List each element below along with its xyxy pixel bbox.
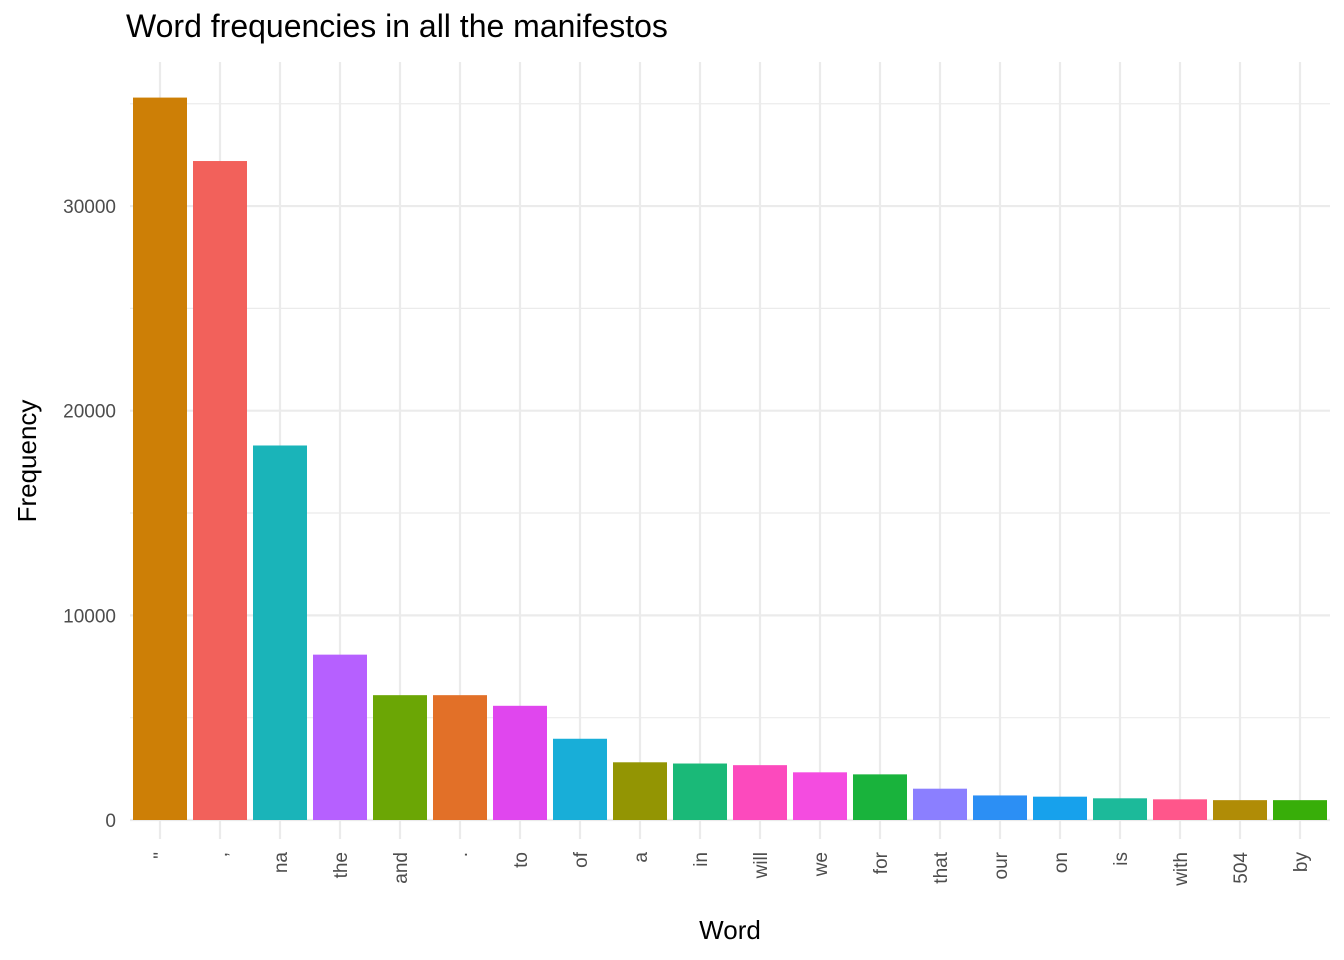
bar-16 [1093,798,1147,820]
bar-9 [673,763,727,820]
bar-1 [193,161,247,821]
x-tick-label: on [1051,852,1072,873]
x-tick-labels: ", na the and. to of a in will we for that our on is wi… [151,851,1312,887]
bar-4 [373,695,427,820]
bar-3 [313,654,367,820]
y-tick-label: 10000 [63,606,116,627]
x-tick-label: is [1111,852,1132,866]
y-tick-label: 30000 [63,197,116,218]
x-tick-label: our [991,851,1012,879]
bar-12 [853,774,907,820]
bar-6 [493,705,547,820]
bar-8 [613,762,667,820]
bar-10 [733,765,787,820]
x-axis-title: Word [699,915,761,945]
bar-18 [1213,800,1267,820]
bar-2 [253,445,307,820]
x-tick-label: , [211,852,232,857]
x-tick-label: we [811,852,832,877]
x-tick-label: . [451,852,472,857]
bar-11 [793,772,847,820]
y-axis-title: Frequency [12,400,42,523]
x-tick-label: in [691,852,712,867]
bar-15 [1033,796,1087,820]
x-tick-label: a [631,852,652,863]
y-tick-labels: 0 10000 20000 30000 [63,197,116,832]
x-tick-label: 504 [1231,852,1252,884]
x-tick-label: the [331,852,352,878]
x-tick-label: with [1171,852,1192,887]
bar-0 [133,97,187,820]
x-tick-label: by [1291,852,1312,873]
y-tick-label: 20000 [63,402,116,423]
x-tick-label: na [271,852,292,874]
grid-lines [130,62,1330,839]
bar-7 [553,738,607,820]
x-tick-label: will [751,852,772,879]
x-tick-label: for [871,851,892,874]
x-tick-label: " [151,852,172,859]
bar-19 [1273,800,1327,820]
bar-13 [913,788,967,820]
x-tick-label: of [571,851,592,868]
x-tick-label: to [511,852,532,868]
chart-title: Word frequencies in all the manifestos [126,8,668,44]
bars [133,97,1327,821]
x-tick-label: that [931,851,952,883]
bar-14 [973,795,1027,820]
y-tick-label: 0 [105,811,116,832]
bar-17 [1153,799,1207,820]
bar-5 [433,695,487,820]
x-tick-label: and [391,852,412,884]
